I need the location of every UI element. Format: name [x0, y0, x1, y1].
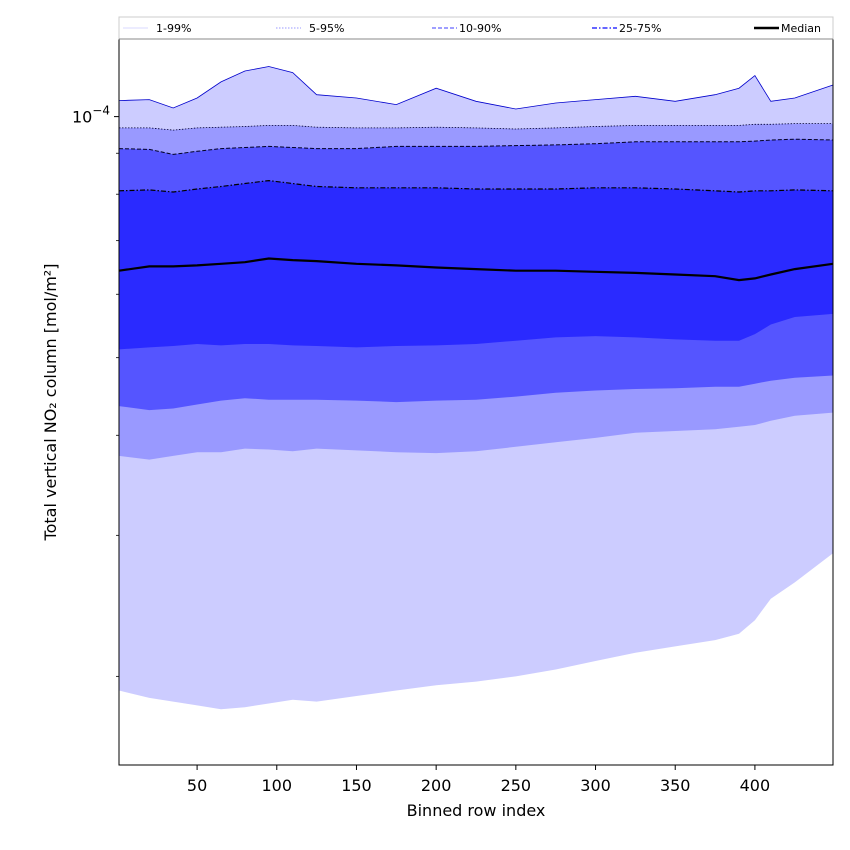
band-25-75 — [119, 180, 833, 350]
legend-label: 5-95% — [309, 22, 344, 35]
line-p99 — [118, 66, 834, 110]
percentile-lines — [118, 66, 834, 282]
x-tick-label: 200 — [421, 776, 452, 795]
line-p95 — [119, 123, 833, 131]
x-tick-label: 400 — [740, 776, 771, 795]
y-axis-label: Total vertical NO₂ column [mol/m²] — [41, 264, 60, 542]
x-tick-label: 50 — [187, 776, 207, 795]
x-tick-label: 150 — [341, 776, 372, 795]
legend-label: 1-99% — [156, 22, 191, 35]
x-tick-label: 350 — [660, 776, 691, 795]
line-p90 — [118, 138, 834, 155]
x-tick-label: 300 — [580, 776, 611, 795]
percentile-bands — [119, 66, 833, 710]
x-tick-label: 100 — [262, 776, 293, 795]
line-p75 — [118, 179, 834, 193]
x-axis-label: Binned row index — [407, 801, 546, 820]
median-line — [118, 257, 834, 282]
legend-label: Median — [781, 22, 821, 35]
legend-label: 10-90% — [459, 22, 501, 35]
x-tick-label: 250 — [501, 776, 532, 795]
legend-label: 25-75% — [619, 22, 661, 35]
y-tick-label: 10−4 — [72, 104, 110, 127]
legend: 1-99% 5-95% 10-90% 25-75% Median — [118, 16, 834, 40]
